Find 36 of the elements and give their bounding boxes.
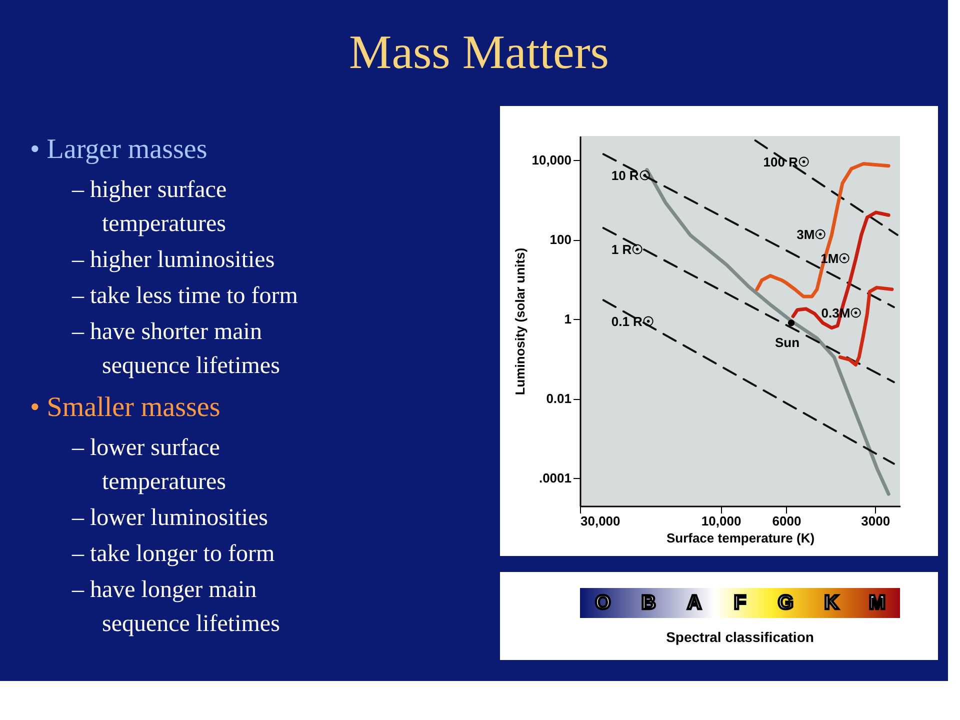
series-label: 10 R☉ <box>611 168 651 184</box>
y-tick-label: 0.01 <box>546 391 572 406</box>
text: B <box>641 592 656 614</box>
series-label: 100 R☉ <box>763 154 810 170</box>
text: – take less time to form <box>71 283 298 309</box>
x-tick-label: 10,000 <box>701 514 742 528</box>
annotation: Sun <box>774 334 800 350</box>
text: – higher surface temperatures <box>71 177 227 237</box>
text: G <box>778 592 794 614</box>
text: A <box>687 592 702 614</box>
text: O <box>595 592 611 614</box>
text: – lower surface temperatures <box>71 435 226 495</box>
text: – lower luminosities <box>71 505 268 531</box>
series-label: 3M☉ <box>796 226 827 242</box>
x-tick-label: 6000 <box>772 514 802 528</box>
text: – higher luminosities <box>71 247 275 273</box>
y-tick-label: 1 <box>564 312 572 327</box>
text: • Smaller masses <box>30 392 220 423</box>
series-label: 0.1 R☉ <box>611 314 654 330</box>
y-axis-title: Luminosity (solar units) <box>512 248 528 396</box>
x-axis-title: Surface temperature (K) <box>666 530 815 546</box>
series-label: 1 R☉ <box>611 242 644 257</box>
text: Spectral classification <box>666 629 814 645</box>
x-tick-label: 3000 <box>861 514 890 528</box>
text: F <box>734 592 746 614</box>
text: M <box>868 592 886 614</box>
x-tick-label: 30,000 <box>580 514 620 528</box>
text: K <box>824 592 840 614</box>
y-tick-label: .0001 <box>538 470 572 486</box>
text: – have longer main sequence lifetimes <box>71 577 280 637</box>
text: • Larger masses <box>30 134 208 165</box>
y-tick-label: 100 <box>550 232 572 248</box>
y-tick-label: 10,000 <box>532 152 572 168</box>
chart-title: Mass Matters <box>349 26 609 79</box>
text: – have shorter main sequence lifetimes <box>71 319 280 379</box>
text: – take longer to form <box>71 541 275 567</box>
